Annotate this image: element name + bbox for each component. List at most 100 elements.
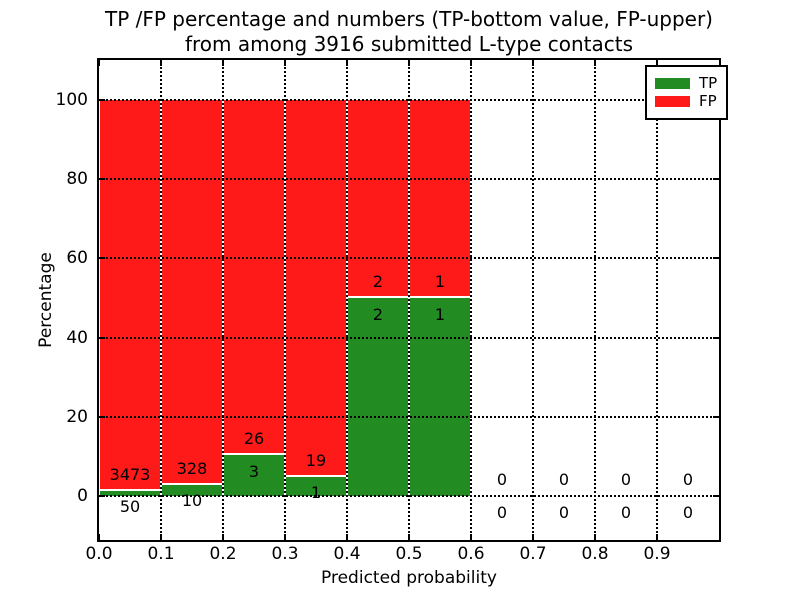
tp-count-label: 0 xyxy=(558,503,570,523)
y-tick-mark xyxy=(99,495,105,498)
y-tick-label: 100 xyxy=(55,89,88,110)
y-tick-label: 20 xyxy=(66,407,88,428)
y-tick-label: 60 xyxy=(66,248,88,269)
chart-title-line1: TP /FP percentage and numbers (TP-bottom… xyxy=(105,7,713,31)
gridline-vertical xyxy=(160,60,162,540)
x-tick-label: 0.8 xyxy=(581,544,609,564)
bar-segment-tp xyxy=(162,484,222,497)
x-tick-mark-top xyxy=(594,60,596,66)
x-tick-mark-top xyxy=(346,60,348,66)
fp-count-label: 0 xyxy=(620,470,632,490)
gridline-vertical xyxy=(408,60,410,540)
x-tick-label: 0.3 xyxy=(271,544,299,564)
fp-swatch-icon xyxy=(655,95,690,107)
bar-segment-fp xyxy=(162,99,222,485)
bar-segment-tp xyxy=(100,490,160,497)
chart-title-line2: from among 3916 submitted L-type contact… xyxy=(184,32,634,56)
y-tick-mark xyxy=(99,178,105,180)
x-tick-mark xyxy=(408,534,410,540)
fp-count-label: 19 xyxy=(305,450,327,470)
fp-count-label: 3473 xyxy=(109,464,151,484)
y-tick-mark-right xyxy=(713,416,719,419)
bar-segment-tp xyxy=(348,298,408,497)
x-tick-label: 0.2 xyxy=(209,544,237,564)
x-tick-mark-top xyxy=(470,60,472,66)
tp-count-label: 3 xyxy=(248,462,260,481)
x-tick-mark-top xyxy=(532,60,534,66)
legend-label-fp: FP xyxy=(699,92,717,110)
bar-segment-fp xyxy=(286,99,346,477)
x-tick-label: 0.7 xyxy=(519,544,547,564)
tp-count-label: 10 xyxy=(181,491,203,511)
x-axis-label: Predicted probability xyxy=(321,568,497,588)
plot-area: 3473 50 328 10 26 3 19 1 2 2 1 1 0 0 0 0 0 0 0 0 xyxy=(98,60,719,540)
x-tick-mark xyxy=(594,534,596,540)
y-tick-mark xyxy=(99,336,105,339)
bar-segment-tp xyxy=(410,298,470,497)
x-tick-mark-top xyxy=(160,60,162,66)
fp-count-label: 0 xyxy=(682,470,694,490)
tp-count-label: 0 xyxy=(496,503,508,523)
fp-count-label: 26 xyxy=(243,429,265,449)
x-tick-mark xyxy=(656,534,658,540)
bar-segment-tp xyxy=(286,476,346,497)
gridline-vertical xyxy=(470,60,472,540)
x-tick-mark-top xyxy=(98,60,100,66)
tp-count-label: 1 xyxy=(434,304,446,324)
tp-count-label: 1 xyxy=(310,483,322,503)
fp-count-label: 1 xyxy=(434,272,446,292)
fp-count-label: 328 xyxy=(176,458,208,478)
x-tick-mark-top xyxy=(408,60,410,66)
x-tick-label: 0.4 xyxy=(333,544,361,564)
y-tick-mark-right xyxy=(713,495,719,498)
tp-count-label: 0 xyxy=(682,503,694,523)
x-tick-label: 0.9 xyxy=(643,544,671,564)
gridline-vertical xyxy=(222,60,224,540)
bar-segment-fp xyxy=(100,99,160,491)
bar-segment-fp xyxy=(410,99,470,298)
tp-count-label: 2 xyxy=(372,304,384,324)
y-tick-mark xyxy=(99,257,105,260)
y-tick-label: 80 xyxy=(66,169,88,189)
x-tick-mark-top xyxy=(656,60,658,66)
x-tick-mark xyxy=(160,534,162,540)
gridline-vertical xyxy=(346,60,348,540)
y-tick-mark xyxy=(99,98,105,101)
gridline-vertical xyxy=(656,60,658,540)
tp-count-label: 0 xyxy=(620,503,632,523)
x-tick-mark xyxy=(346,534,348,540)
y-tick-mark-right xyxy=(713,257,719,260)
legend-entry-fp: FP xyxy=(655,93,717,109)
x-tick-label: 0.1 xyxy=(147,544,175,564)
legend: TP FP xyxy=(645,65,729,120)
y-tick-mark-right xyxy=(713,178,719,180)
tp-count-label: 50 xyxy=(119,497,141,517)
legend-label-tp: TP xyxy=(699,74,718,92)
x-tick-label: 0.6 xyxy=(457,544,485,564)
bar-segment-fp xyxy=(224,99,284,456)
x-tick-mark-top xyxy=(222,60,224,66)
gridline-vertical xyxy=(594,60,596,540)
x-tick-mark xyxy=(470,534,472,540)
bar-segment-tp xyxy=(224,455,284,497)
x-tick-mark-top xyxy=(284,60,286,66)
gridline-vertical xyxy=(284,60,286,540)
x-tick-label: 0.0 xyxy=(85,544,113,564)
y-tick-label: 40 xyxy=(66,327,88,348)
fp-count-label: 0 xyxy=(558,470,570,490)
x-tick-mark xyxy=(222,534,224,540)
fp-count-label: 0 xyxy=(496,470,508,490)
x-tick-label: 0.5 xyxy=(395,544,423,564)
y-tick-mark-right xyxy=(713,336,719,339)
x-tick-mark xyxy=(532,534,534,540)
bar-segment-fp xyxy=(348,99,408,298)
y-tick-mark xyxy=(99,416,105,419)
gridline-vertical xyxy=(532,60,534,540)
legend-entry-tp: TP xyxy=(655,75,717,91)
x-tick-mark xyxy=(98,534,100,540)
tp-swatch-icon xyxy=(655,77,690,89)
chart-title: TP /FP percentage and numbers (TP-bottom… xyxy=(99,7,719,57)
x-tick-mark xyxy=(284,534,286,540)
fp-count-label: 2 xyxy=(372,272,384,292)
